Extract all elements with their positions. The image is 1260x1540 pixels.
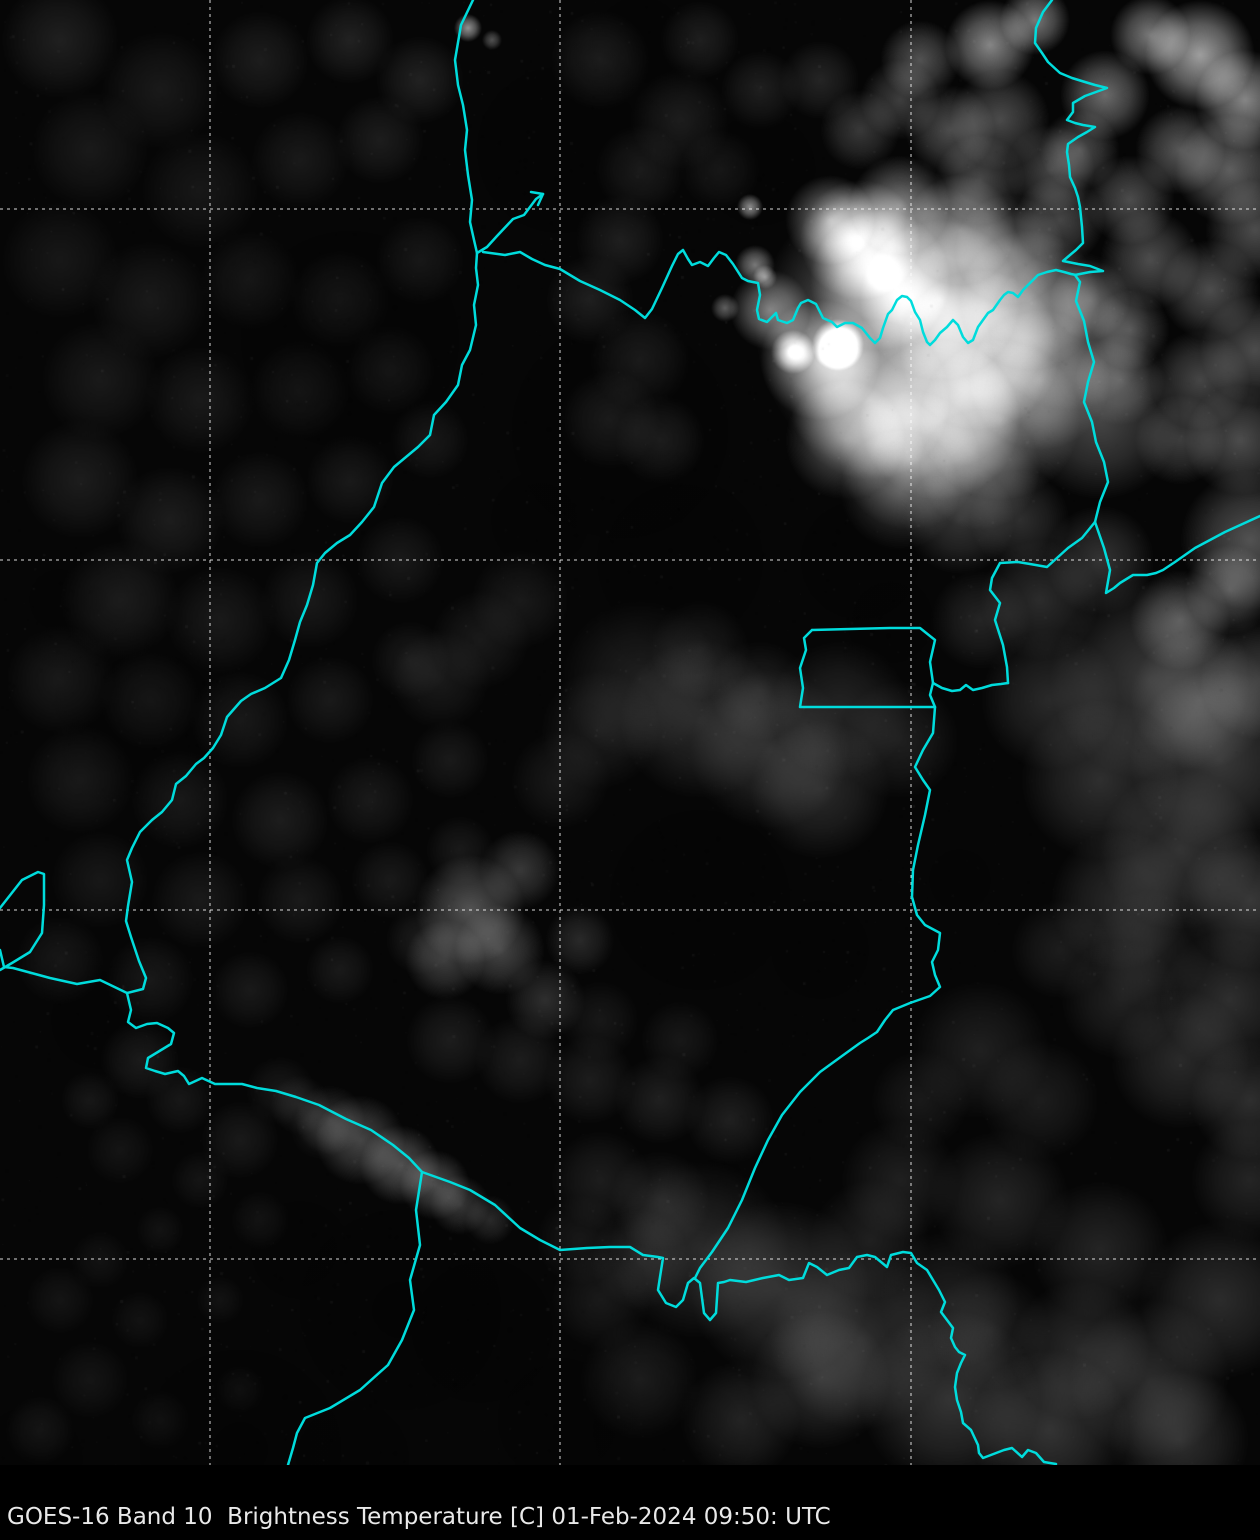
border-path-box-connector	[931, 681, 1010, 693]
border-path-hook-spur	[0, 948, 129, 995]
caption-text: GOES-16 Band 10 Brightness Temperature […	[7, 1504, 831, 1530]
border-path-right-border	[1033, 0, 1110, 524]
border-path-river-south	[693, 705, 942, 1280]
country-borders	[0, 0, 1260, 1465]
border-path-south-branch	[286, 1170, 424, 1465]
border-path-lake-hairpin	[0, 870, 46, 972]
border-path-admin-box	[798, 626, 937, 709]
caption-bar: GOES-16 Band 10 Brightness Temperature […	[0, 1465, 1260, 1540]
map-overlay	[0, 0, 1260, 1465]
border-path-branch-northeast	[1093, 514, 1260, 595]
border-path-left-border-coast	[124, 0, 1058, 1465]
latlon-grid	[0, 0, 1260, 1465]
border-path-fork-barb	[536, 192, 545, 207]
border-path-fork-northeast	[475, 190, 545, 255]
border-path-zigzag-east	[481, 248, 1078, 347]
border-path-branch-to-box	[988, 520, 1097, 685]
